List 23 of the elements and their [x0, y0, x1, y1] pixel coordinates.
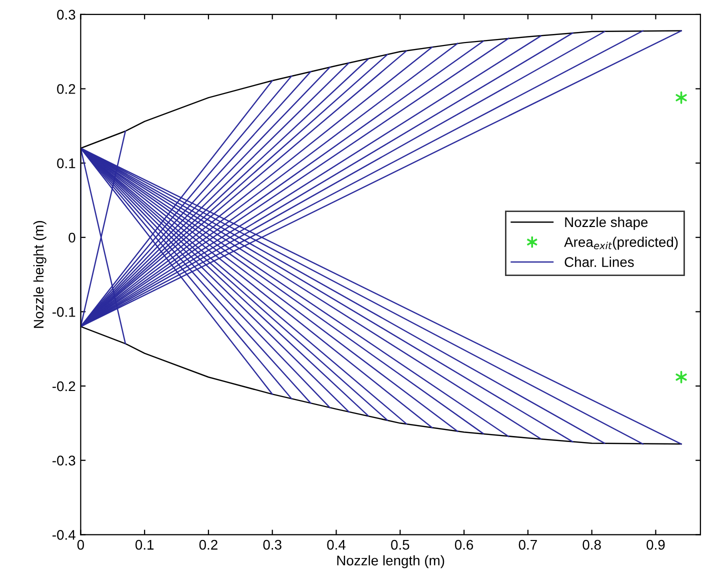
y-tick-label: -0.2: [52, 381, 76, 392]
legend-label: Char. Lines: [564, 256, 634, 268]
y-tick-label: 0.3: [57, 10, 76, 20]
y-tick-label: 0: [68, 232, 76, 243]
x-tick-label: 0.8: [582, 540, 601, 550]
x-tick-label: 0.9: [646, 540, 665, 550]
y-tick-label: 0.2: [57, 84, 76, 94]
x-tick-label: 0.2: [199, 540, 218, 550]
y-tick-label: -0.1: [52, 307, 76, 317]
x-tick-label: 0.5: [391, 540, 410, 550]
y-axis-title: Nozzle height (m): [33, 220, 46, 328]
x-tick-label: 0.1: [135, 540, 154, 550]
x-tick-label: 0.4: [327, 540, 346, 550]
y-tick-label: 0.1: [57, 158, 76, 168]
x-tick-label: 0.6: [454, 540, 474, 550]
x-tick-label: 0.7: [518, 540, 537, 550]
x-tick-label: 0.3: [263, 540, 282, 550]
y-tick-label: -0.4: [52, 530, 76, 540]
y-tick-label: -0.3: [52, 456, 76, 466]
legend-label: Nozzle shape: [565, 216, 648, 230]
x-tick-label: 0: [77, 540, 84, 550]
legend-label: Area$_{exit}$(predicted): [564, 236, 678, 250]
x-axis-title: Nozzle length (m): [337, 555, 444, 568]
